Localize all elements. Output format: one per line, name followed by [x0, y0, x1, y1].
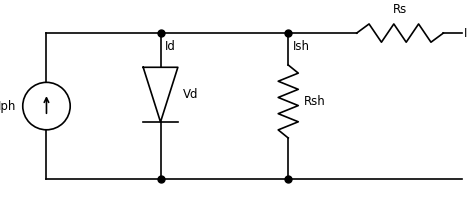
- Text: Rsh: Rsh: [304, 95, 326, 108]
- Text: Iph: Iph: [0, 100, 16, 113]
- Text: Rs: Rs: [393, 3, 407, 16]
- Text: Ish: Ish: [293, 40, 310, 53]
- Text: Id: Id: [165, 40, 176, 53]
- Text: Vd: Vd: [183, 88, 199, 101]
- Text: I: I: [464, 27, 467, 40]
